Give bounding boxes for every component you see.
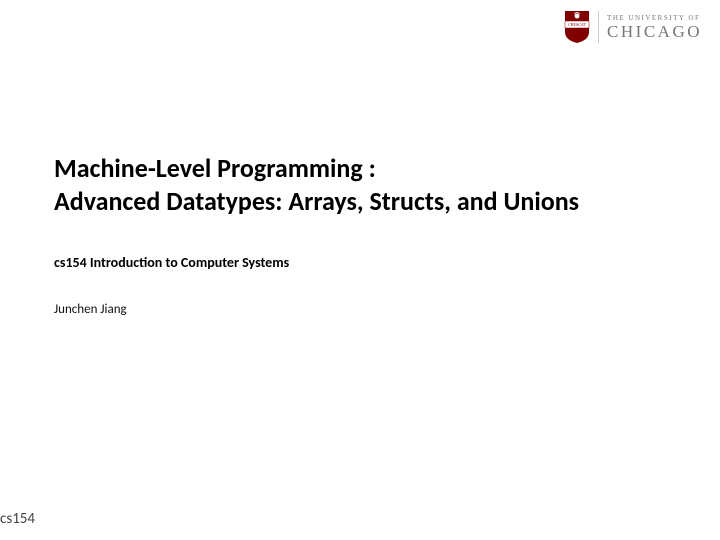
title-line1: Machine-Level Programming : bbox=[54, 152, 690, 185]
logo-line2: CHICAGO bbox=[607, 23, 702, 40]
author-name: Junchen Jiang bbox=[54, 302, 127, 317]
course-subtitle: cs154 Introduction to Computer Systems bbox=[54, 254, 289, 271]
shield-icon: CRESCAT bbox=[564, 10, 590, 44]
footer-label: cs154 bbox=[0, 510, 35, 528]
svg-text:CRESCAT: CRESCAT bbox=[568, 22, 586, 27]
logo-line1: THE UNIVERSITY OF bbox=[607, 15, 702, 22]
title-line2: Advanced Datatypes: Arrays, Structs, and… bbox=[54, 185, 690, 218]
slide-title: Machine-Level Programming : Advanced Dat… bbox=[54, 152, 690, 217]
logo-text: THE UNIVERSITY OF CHICAGO bbox=[607, 15, 702, 40]
logo-divider bbox=[598, 11, 599, 43]
university-logo: CRESCAT THE UNIVERSITY OF CHICAGO bbox=[564, 10, 702, 44]
